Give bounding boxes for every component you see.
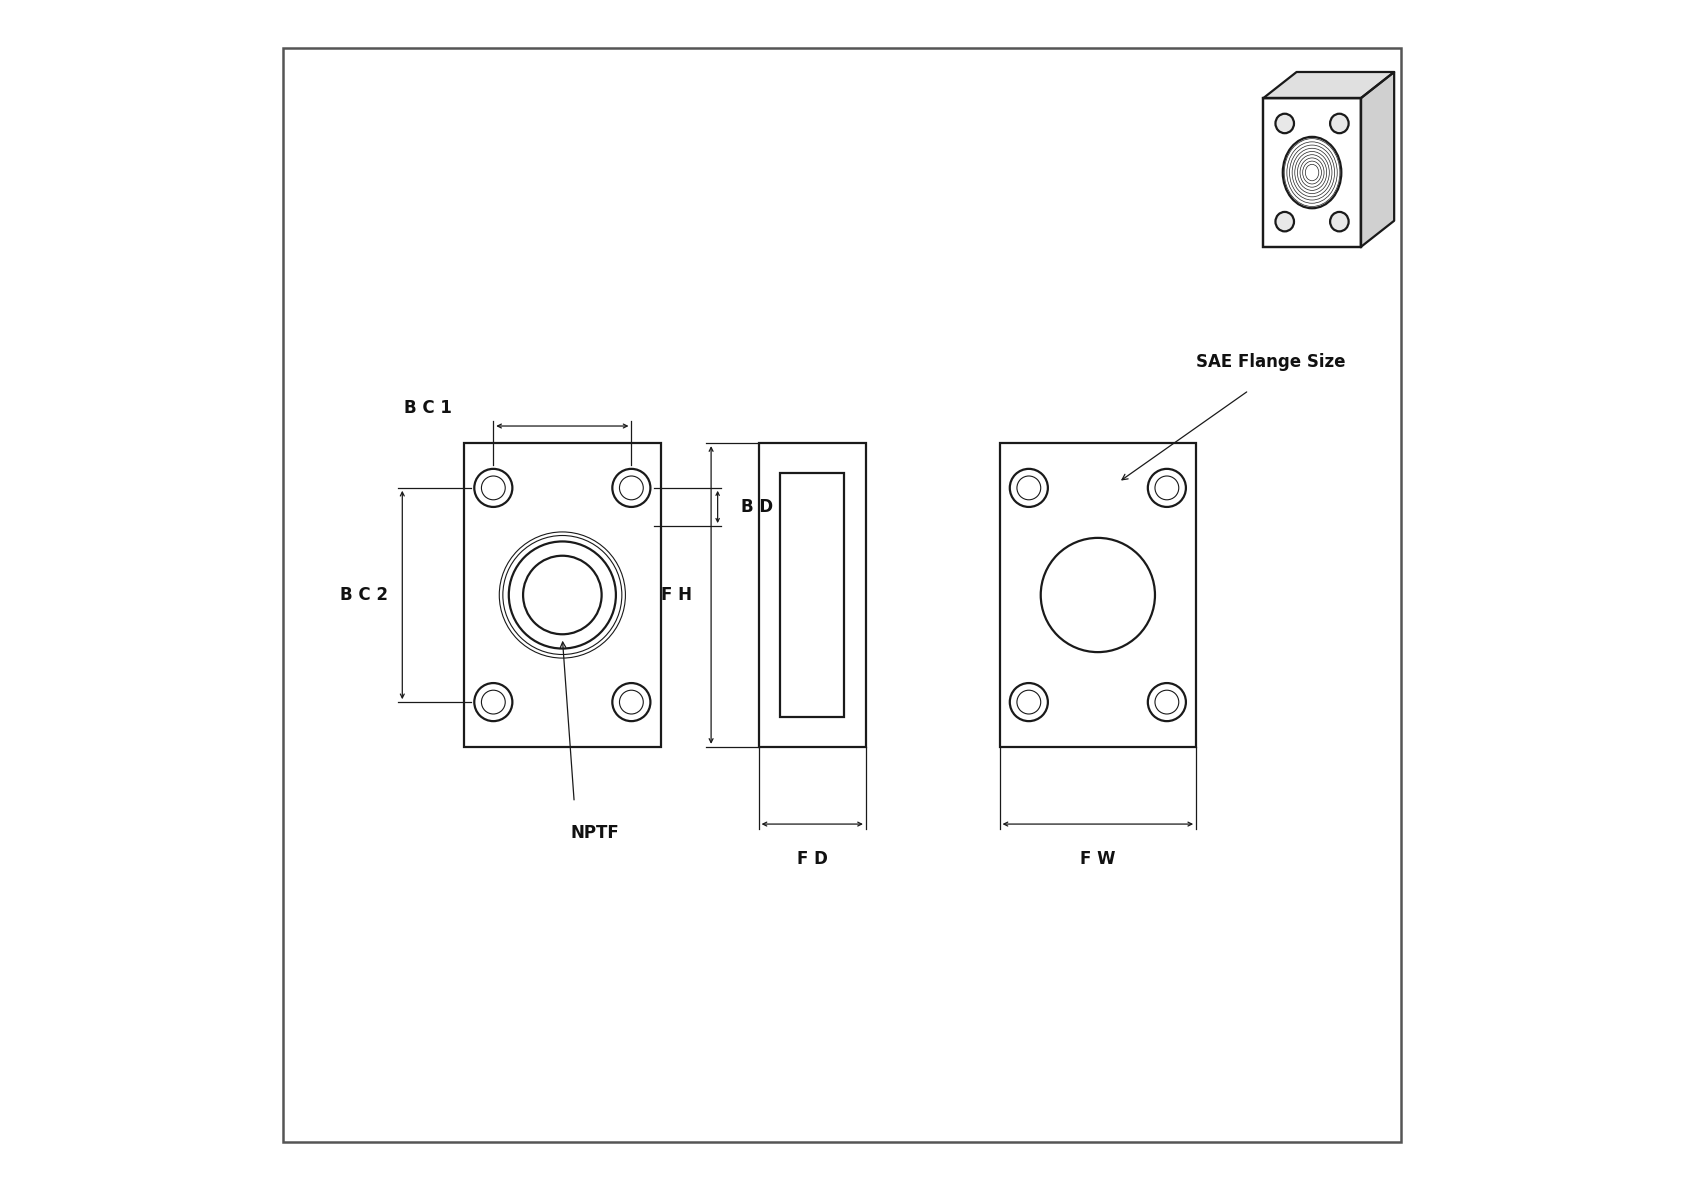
Text: NPTF: NPTF — [571, 825, 618, 843]
Bar — [1000, 444, 1196, 747]
Ellipse shape — [1275, 212, 1293, 231]
Polygon shape — [1361, 71, 1394, 248]
Ellipse shape — [1330, 212, 1349, 231]
Ellipse shape — [1275, 114, 1293, 133]
Text: F D: F D — [797, 851, 829, 869]
Bar — [759, 444, 866, 747]
Text: F H: F H — [662, 585, 692, 605]
Text: B D: B D — [741, 497, 773, 516]
Bar — [465, 444, 660, 747]
Bar — [780, 474, 844, 716]
Ellipse shape — [1330, 114, 1349, 133]
Text: F W: F W — [1079, 851, 1115, 869]
Text: SAE Flange Size: SAE Flange Size — [1196, 353, 1346, 371]
Text: B C 2: B C 2 — [340, 585, 387, 605]
Text: B C 1: B C 1 — [404, 399, 451, 416]
Polygon shape — [1263, 71, 1394, 99]
Bar — [1263, 99, 1361, 248]
Bar — [1263, 99, 1361, 248]
